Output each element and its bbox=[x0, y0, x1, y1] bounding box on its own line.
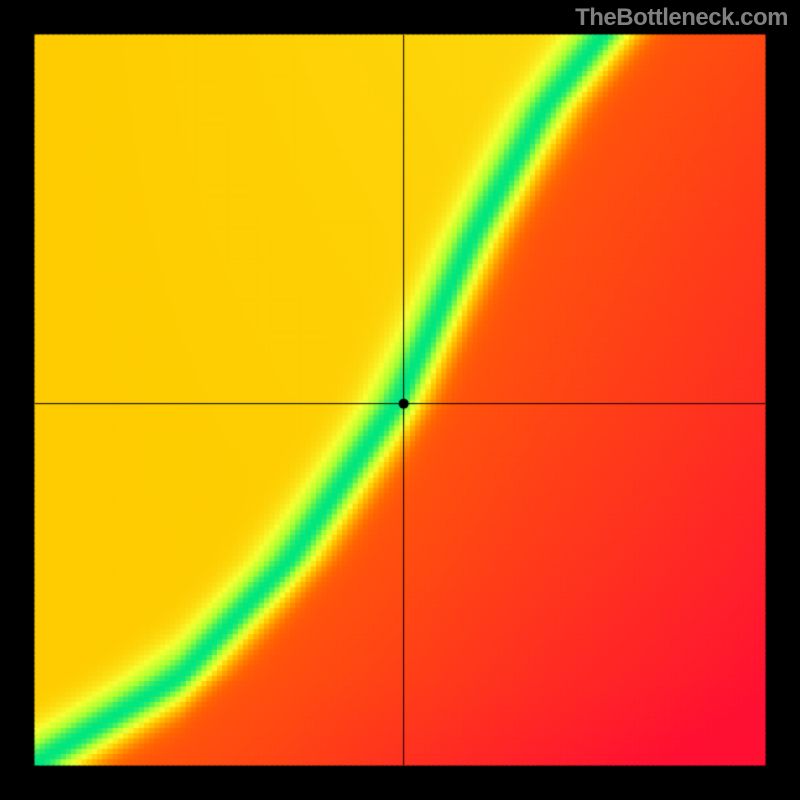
watermark-text: TheBottleneck.com bbox=[575, 4, 788, 32]
chart-root: TheBottleneck.com bbox=[0, 0, 800, 800]
bottleneck-heatmap bbox=[0, 0, 800, 800]
